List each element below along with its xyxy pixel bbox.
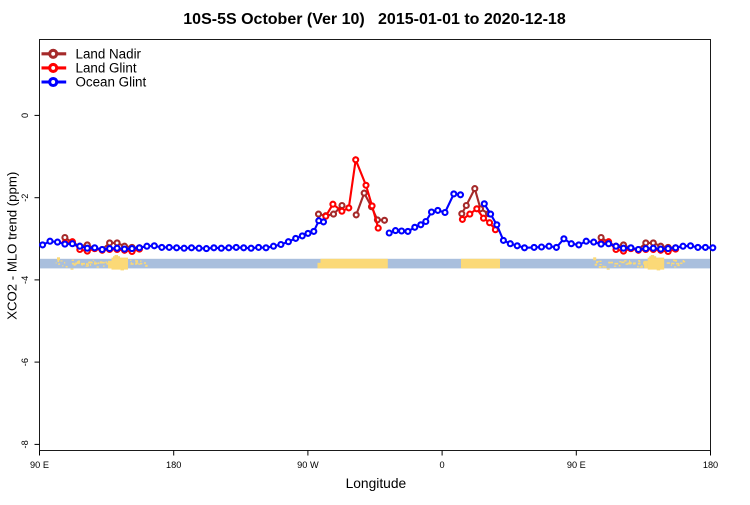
svg-text:Ocean Glint: Ocean Glint xyxy=(76,75,147,90)
svg-text:Land Glint: Land Glint xyxy=(76,61,137,76)
svg-text:-8: -8 xyxy=(20,440,30,448)
svg-text:10S-5S October (Ver 10) 2015: 10S-5S October (Ver 10) 2015-01-01 to 20… xyxy=(183,11,566,28)
svg-text:90 E: 90 E xyxy=(567,460,586,470)
svg-text:90 E: 90 E xyxy=(30,460,49,470)
svg-text:-2: -2 xyxy=(20,194,30,202)
svg-text:Longitude: Longitude xyxy=(346,476,407,491)
svg-text:-6: -6 xyxy=(20,358,30,366)
svg-text:0: 0 xyxy=(440,460,445,470)
svg-text:180: 180 xyxy=(703,460,718,470)
svg-text:90 W: 90 W xyxy=(297,460,319,470)
svg-text:180: 180 xyxy=(166,460,181,470)
svg-text:-4: -4 xyxy=(20,276,30,284)
svg-text:Land Nadir: Land Nadir xyxy=(76,46,142,61)
svg-text:0: 0 xyxy=(20,113,30,118)
svg-text:XCO2 - MLO trend (ppm): XCO2 - MLO trend (ppm) xyxy=(4,172,19,320)
